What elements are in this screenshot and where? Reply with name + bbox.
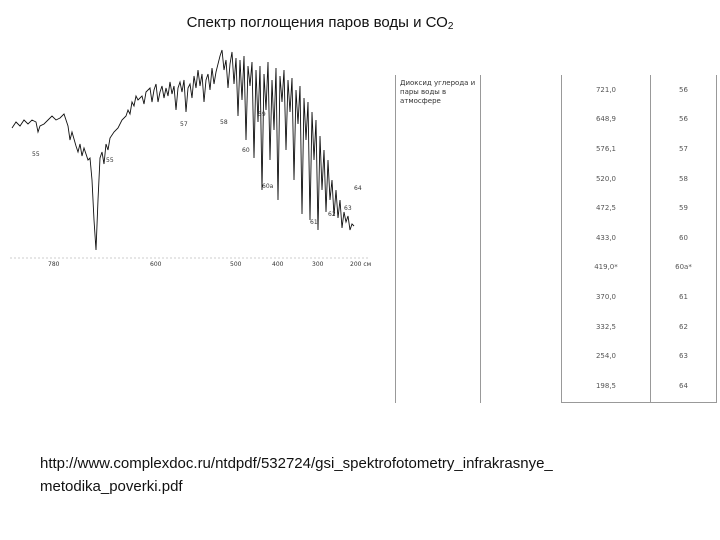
wavenumber-cell: 370,0: [561, 282, 651, 312]
absorption-spectrum: 780 600 500 400 300 200 см 55 55 57 58 5…: [10, 49, 371, 268]
table-row: 472,5 59: [396, 193, 717, 223]
peak-label: 60: [242, 147, 250, 154]
line-number-cell: 58: [650, 163, 717, 194]
line-number-cell: 60а*: [650, 252, 717, 283]
source-url: http://www.complexdoc.ru/ntdpdf/532724/g…: [40, 452, 680, 498]
wavenumber-cell: 419,0*: [561, 252, 651, 283]
wavenumber-cell: 198,5: [561, 370, 651, 403]
table-row: 254,0 63: [396, 341, 717, 371]
line-number-cell: 56: [650, 75, 717, 105]
peak-label: 55: [32, 151, 40, 158]
page-title: Спектр поглощения паров воды и СО2: [186, 14, 454, 32]
line-number-cell: 57: [650, 134, 717, 164]
line-number-cell: 59: [650, 193, 717, 223]
table-empty-column: [480, 75, 562, 403]
peak-label: 61: [310, 219, 318, 226]
table-row: 419,0* 60а*: [396, 252, 717, 283]
peak-label: 59: [258, 111, 266, 118]
wavenumber-cell: 433,0: [561, 222, 651, 253]
peak-label: 64: [354, 185, 362, 192]
line-number-cell: 60: [650, 222, 717, 253]
wavenumber-cell: 472,5: [561, 193, 651, 223]
source-url-line: http://www.complexdoc.ru/ntdpdf/532724/g…: [40, 455, 553, 472]
peak-label: 58: [220, 119, 228, 126]
title-subscript: 2: [447, 21, 454, 32]
line-number-cell: 64: [650, 370, 717, 403]
peak-label: 63: [344, 205, 352, 212]
wavenumber-table: Диоксид углерода и пары воды в атмосфере…: [395, 75, 717, 403]
x-tick-label: 500: [230, 261, 242, 268]
wavenumber-cell: 648,9: [561, 104, 651, 135]
line-number-cell: 56: [650, 104, 717, 135]
table-row: 576,1 57: [396, 134, 717, 164]
x-tick-label: 200 см: [350, 261, 371, 268]
line-number-cell: 63: [650, 341, 717, 371]
peak-label: 60а: [262, 183, 274, 190]
table-row: 198,5 64: [396, 370, 717, 403]
peak-label: 55: [106, 157, 114, 164]
table-description: Диоксид углерода и пары воды в атмосфере: [395, 75, 481, 403]
spectrum-trace: [11, 49, 355, 251]
wavenumber-cell: 576,1: [561, 134, 651, 164]
peak-label: 62: [328, 211, 336, 218]
source-url-line: metodika_poverki.pdf: [40, 478, 183, 495]
table-row: 433,0 60: [396, 222, 717, 253]
table-row: 648,9 56: [396, 104, 717, 135]
peak-label: 57: [180, 121, 188, 128]
table-row: 520,0 58: [396, 163, 717, 194]
wavenumber-cell: 520,0: [561, 163, 651, 194]
x-axis-ticks: 780 600 500 400 300 200 см: [48, 261, 371, 268]
peak-labels: 55 55 57 58 59 60 60а 61 62 63 64: [32, 111, 362, 226]
wavenumber-cell: 332,5: [561, 311, 651, 342]
x-tick-label: 400: [272, 261, 284, 268]
line-number-cell: 61: [650, 282, 717, 312]
table-row: 370,0 61: [396, 282, 717, 312]
x-tick-label: 600: [150, 261, 162, 268]
table-row: Диоксид углерода и пары воды в атмосфере…: [395, 75, 717, 403]
table-row: 332,5 62: [396, 311, 717, 342]
wavenumber-cell: 721,0: [561, 75, 651, 105]
line-number-cell: 62: [650, 311, 717, 342]
wavenumber-cell: 254,0: [561, 341, 651, 371]
x-tick-label: 300: [312, 261, 324, 268]
x-tick-label: 780: [48, 261, 60, 268]
